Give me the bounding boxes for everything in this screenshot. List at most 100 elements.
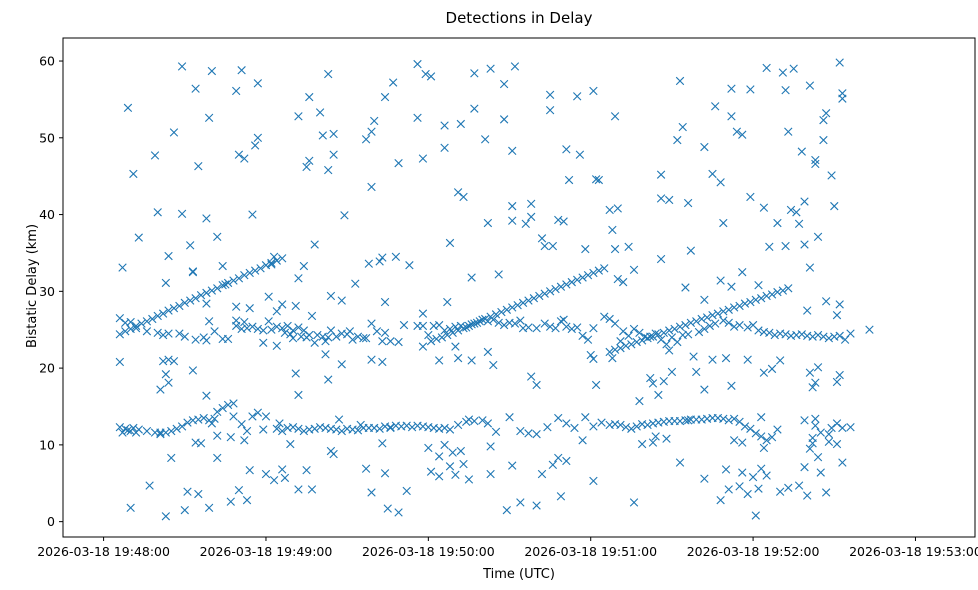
data-point [253,408,263,417]
data-point [115,423,125,432]
data-point [803,306,812,315]
data-point [551,323,560,333]
data-point [832,419,842,428]
data-point [673,135,682,145]
data-point [453,420,463,430]
data-point [453,188,463,197]
data-point [321,350,330,359]
data-point [784,483,793,493]
data-point [610,319,620,328]
data-point [821,109,831,118]
data-point [434,356,444,365]
data-point [711,102,720,111]
data-point [378,337,387,346]
data-point [697,314,706,324]
data-point [540,241,549,251]
data-point [811,378,820,387]
data-point [621,341,631,351]
data-point [291,301,300,311]
data-point [738,130,747,139]
data-point [194,162,203,171]
data-point [142,426,152,436]
data-point [464,475,474,484]
data-point [759,368,769,377]
data-point [158,309,168,318]
data-point [746,424,755,433]
data-point [207,286,217,295]
data-point [508,216,517,225]
data-point [121,424,130,433]
data-point [743,323,752,332]
data-point [686,246,696,255]
data-point [407,423,417,432]
data-point [767,364,777,374]
data-point [619,327,628,336]
data-point [275,419,284,428]
data-point [180,505,189,515]
data-point [413,59,422,69]
data-point [299,261,309,271]
data-point [486,469,495,479]
data-point [491,310,501,319]
data-point [746,85,755,94]
data-point [738,267,747,277]
data-point [624,331,633,341]
data-point [613,204,622,213]
data-point [194,415,203,424]
data-point [510,319,520,328]
data-point [830,201,839,211]
data-point [137,319,146,328]
data-point [670,324,679,334]
data-point [196,290,206,300]
data-point [808,332,817,341]
y-tick-label: 20 [39,361,55,376]
data-point [240,436,249,445]
data-point [784,127,793,136]
data-point [250,266,260,275]
data-point [302,162,311,172]
data-point [635,328,644,337]
data-point [118,263,127,272]
data-point [440,143,449,152]
data-point [440,121,449,130]
data-point [145,481,154,490]
data-point [456,446,466,456]
data-point [781,241,790,251]
data-point [202,336,211,345]
data-point [367,319,376,328]
data-point [188,366,198,375]
data-point [724,305,733,314]
data-point [402,486,411,496]
data-point [738,468,747,477]
data-point [196,439,206,448]
data-point [543,423,552,432]
data-point [646,373,655,383]
data-point [307,485,317,494]
data-point [708,169,717,179]
data-point [516,426,525,436]
data-point [648,438,658,447]
data-point [321,337,330,346]
data-point [294,112,303,121]
data-point [305,92,314,102]
data-point [794,219,804,228]
data-point [418,321,428,331]
data-point [675,322,685,331]
data-point [489,360,498,370]
data-point [237,66,246,75]
data-point [656,170,666,179]
data-point [183,418,192,427]
data-point [746,192,755,202]
data-point [600,264,609,273]
data-point [359,333,368,343]
data-point [583,335,593,344]
data-point [656,194,666,203]
data-point [583,271,593,280]
data-point [724,416,733,425]
data-point [123,103,133,113]
x-tick-label: 2026-03-18 19:49:00 [200,544,333,559]
data-point [548,460,558,470]
data-point [784,284,793,293]
data-point [405,261,414,270]
data-point [478,416,487,425]
